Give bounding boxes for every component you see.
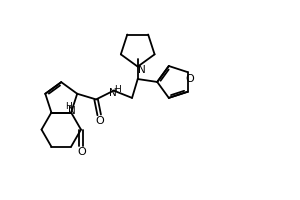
Text: O: O bbox=[78, 147, 86, 157]
Text: N: N bbox=[68, 106, 76, 116]
Text: H: H bbox=[114, 85, 121, 94]
Text: O: O bbox=[96, 116, 105, 126]
Text: N: N bbox=[138, 65, 146, 75]
Text: O: O bbox=[185, 74, 194, 84]
Text: N: N bbox=[109, 88, 117, 98]
Text: H: H bbox=[65, 102, 71, 111]
